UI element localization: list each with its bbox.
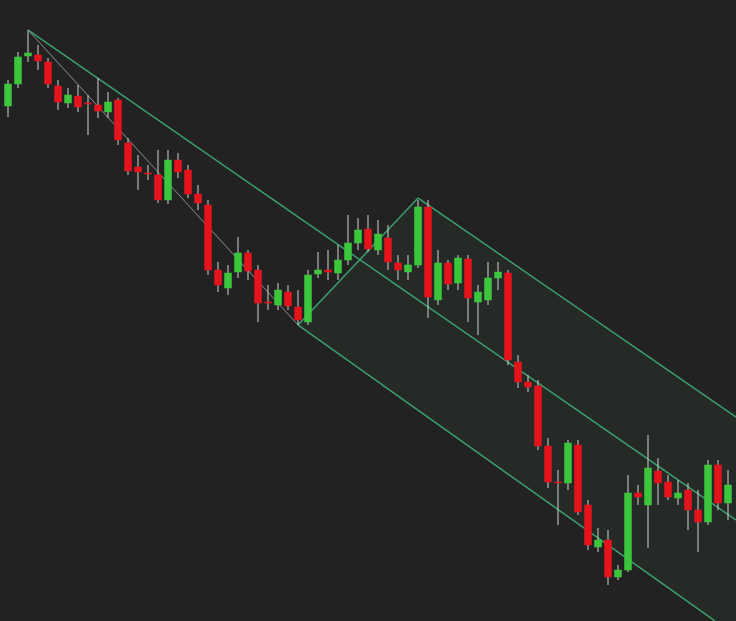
candle-body — [694, 509, 702, 523]
median-line — [27, 29, 736, 521]
candle-body — [484, 277, 492, 301]
channel-connector — [297, 197, 419, 326]
candle-body — [514, 361, 522, 383]
candle-body — [404, 264, 412, 273]
candle-body — [354, 229, 362, 244]
candle-body — [384, 237, 392, 263]
candle-body — [334, 259, 342, 274]
candle-body — [454, 257, 462, 284]
candle-body — [714, 464, 722, 504]
candle-body — [424, 206, 432, 298]
candle-body — [64, 94, 72, 104]
candle-body — [664, 481, 672, 498]
candle-body — [154, 174, 162, 201]
candle-body — [54, 85, 62, 103]
candle-body — [524, 381, 532, 388]
candle-body — [284, 291, 292, 307]
candle-body — [104, 101, 112, 113]
candle-body — [414, 206, 422, 266]
candle-body — [224, 272, 232, 289]
candle-body — [654, 470, 662, 484]
candle-body — [144, 172, 152, 175]
candle-body — [244, 252, 252, 272]
candle-body — [624, 492, 632, 571]
candle-body — [254, 269, 262, 304]
candle-body — [24, 52, 32, 57]
candle-body — [534, 385, 542, 447]
candle-body — [194, 193, 202, 204]
candle-body — [324, 269, 332, 273]
candle-body — [544, 445, 552, 483]
candle-body — [564, 442, 572, 484]
candle-body — [4, 83, 12, 107]
candle-body — [374, 233, 382, 251]
candle-body — [394, 262, 402, 271]
candle-body — [204, 204, 212, 271]
pitchfork-handle — [27, 29, 299, 326]
candle-body — [114, 99, 122, 141]
candle-body — [574, 444, 582, 513]
candle-body — [234, 252, 242, 273]
candle-body — [634, 492, 642, 498]
candle-body — [294, 306, 302, 321]
candle-body — [724, 484, 732, 504]
candle-body — [594, 539, 602, 548]
candle-body — [164, 159, 172, 201]
candle-body — [364, 228, 372, 250]
candle-body — [74, 95, 82, 108]
candle-body — [644, 467, 652, 506]
candle-body — [494, 271, 502, 279]
candle-body — [474, 291, 482, 303]
candle-body — [314, 269, 322, 275]
candle-body — [464, 258, 472, 299]
candle-body — [84, 102, 92, 105]
candle-body — [704, 464, 712, 523]
candle-body — [434, 262, 442, 301]
candle-body — [584, 504, 592, 546]
candle-body — [274, 289, 282, 306]
candle-body — [184, 169, 192, 195]
candle-body — [614, 569, 622, 578]
candle-body — [444, 262, 452, 285]
candle-body — [14, 56, 22, 85]
candle-body — [94, 104, 102, 112]
candle-body — [344, 242, 352, 261]
upper-channel-line — [417, 197, 736, 418]
candle-body — [684, 489, 692, 511]
candle-body — [34, 54, 42, 62]
candle-body — [264, 301, 272, 304]
candle-body — [174, 159, 182, 173]
lower-channel-line — [297, 324, 716, 621]
candle-body — [214, 269, 222, 286]
candle-body — [604, 539, 612, 578]
candles — [4, 30, 732, 585]
candle-body — [134, 166, 142, 173]
candle-body — [674, 492, 682, 499]
candle-body — [304, 274, 312, 323]
candle-body — [44, 61, 52, 85]
candle-body — [124, 142, 132, 172]
candle-body — [504, 272, 512, 361]
candle-body — [554, 481, 562, 484]
